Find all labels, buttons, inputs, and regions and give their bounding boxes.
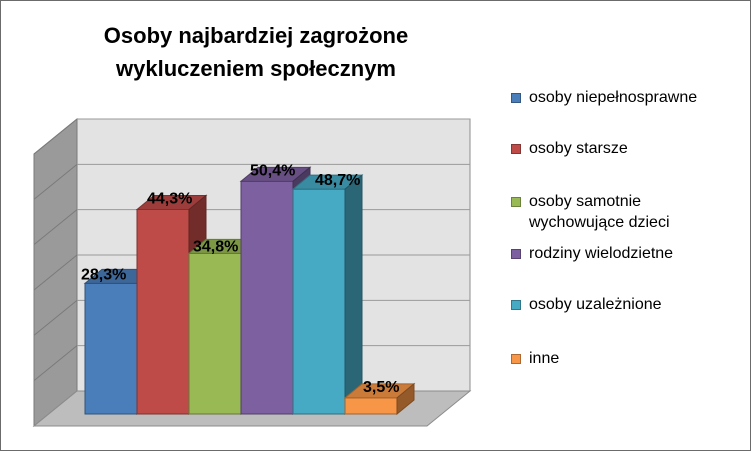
legend-label: osoby niepełnosprawne [529,89,698,106]
legend-item: osoby starsze [511,138,628,159]
legend-item: osoby samotnie wychowujące dzieci [511,191,670,233]
bar-front [240,180,294,415]
legend-label: osoby starsze [529,140,628,157]
data-label: 50,4% [250,162,295,179]
bar-front [292,188,346,415]
data-labels: 28,3% 44,3% 34,8% 50,4% 48,7% 3,5% [81,162,399,396]
bar-side [344,174,363,416]
data-label: 48,7% [315,172,360,189]
legend-item: inne [511,348,559,369]
legend-swatch [511,144,521,154]
legend-item: rodziny wielodzietne [511,243,673,264]
legend-swatch [511,354,521,364]
legend-item: osoby uzależnione [511,294,662,315]
legend-label: osoby uzależnione [529,296,662,313]
gridline [33,118,78,155]
bars [83,166,416,416]
legend-label: inne [529,350,560,367]
legend-item: osoby niepełnosprawne [511,87,697,108]
bar-front [84,282,138,415]
legend-swatch [511,249,521,259]
gridline [33,345,78,382]
bar [343,382,416,416]
gridline [33,209,78,246]
chart-title: Osoby najbardziej zagrożone wykluczeniem… [103,23,409,81]
data-label: 44,3% [147,190,192,207]
legend-swatch [511,197,521,207]
gridline [33,163,78,200]
bar-front [188,252,242,415]
legend-label: osoby samotnie wychowujące dzieci [529,193,670,231]
bar-front [344,397,398,415]
data-label: 28,3% [81,266,126,283]
legend-swatch [511,300,521,310]
data-label: 3,5% [363,379,399,396]
legend-label: rodziny wielodzietne [529,245,674,262]
legend-swatch [511,93,521,103]
data-label: 34,8% [193,238,238,255]
bar [291,174,364,416]
bar-side [396,382,415,416]
gridline [33,254,78,291]
gridline [33,299,78,336]
bar-front [136,208,190,415]
